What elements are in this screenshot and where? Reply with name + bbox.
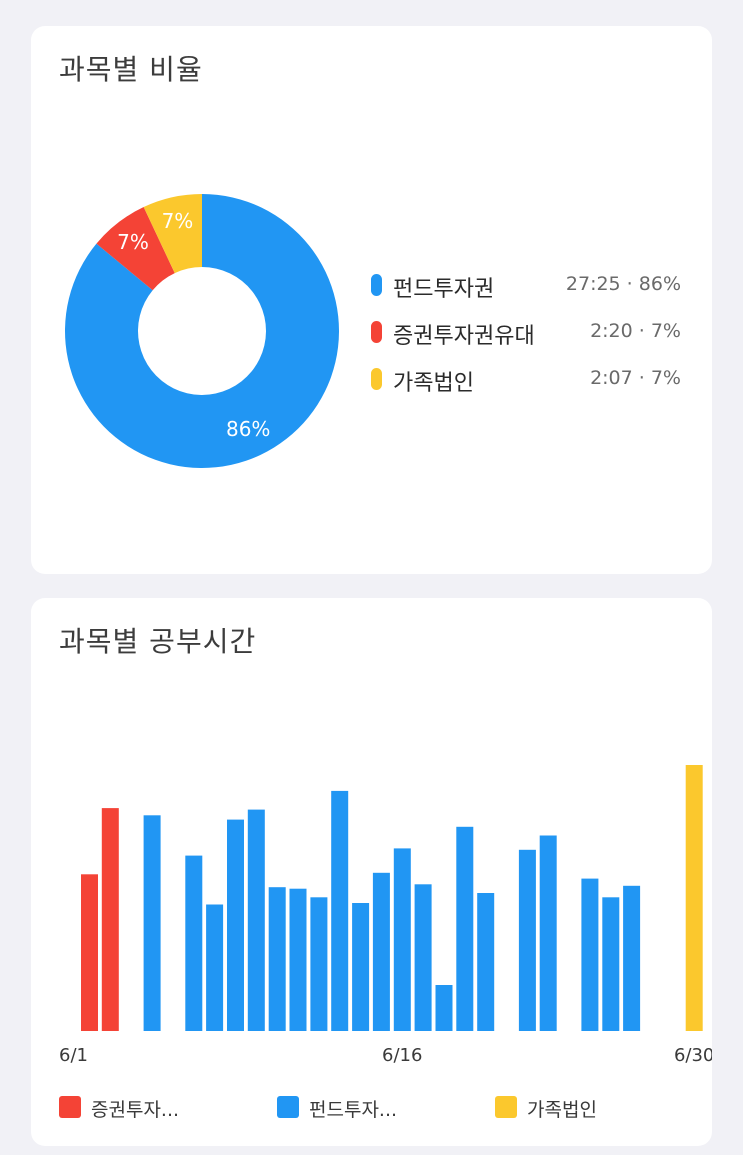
legend-swatch-icon xyxy=(495,1096,517,1118)
study-time-card-title: 과목별 공부시간 xyxy=(59,625,257,658)
slice-label: 7% xyxy=(117,230,149,254)
slice-label: 7% xyxy=(162,209,194,233)
legend-name: 펀드투자권 xyxy=(393,277,495,302)
bar xyxy=(101,808,119,1031)
bar xyxy=(435,985,453,1031)
bar xyxy=(185,855,203,1031)
legend-dot-icon xyxy=(371,274,382,296)
donut-slice xyxy=(64,194,339,468)
x-tick-label: 6/30 xyxy=(674,1045,712,1066)
legend-dot-icon xyxy=(371,368,382,390)
slice-label: 86% xyxy=(226,417,270,441)
legend-stat: 27:25 · 86% xyxy=(565,273,681,295)
bar xyxy=(539,835,557,1031)
legend-item-family-corp: 가족법인 2:07 · 7% xyxy=(371,362,681,396)
bar xyxy=(143,815,161,1031)
legend-stat: 2:07 · 7% xyxy=(590,367,681,389)
legend-swatch-icon xyxy=(277,1096,299,1118)
bar xyxy=(581,878,599,1031)
bar xyxy=(227,819,244,1031)
legend-name: 가족법인 xyxy=(393,371,474,396)
bar xyxy=(518,849,536,1031)
legend-item-fund: 펀드투자권 27:25 · 86% xyxy=(371,268,681,302)
x-tick-label: 6/1 xyxy=(59,1045,88,1066)
legend-dot-icon xyxy=(371,321,382,343)
donut-chart: 86% 7% 7% xyxy=(64,194,339,468)
bar xyxy=(331,790,349,1031)
bar-legend-label: 펀드투자... xyxy=(309,1099,398,1121)
legend-item-securities: 증권투자권유대 2:20 · 7% xyxy=(371,315,681,349)
legend-name: 증권투자권유대 xyxy=(393,324,535,349)
bar xyxy=(268,887,286,1031)
study-time-card: 과목별 공부시간 6/1 6/16 6/30 증권투자... 펀드투자... 가족법… xyxy=(31,598,712,1146)
ratio-card: 과목별 비율 86% 7% 7% 펀드투자권 27:25 · 86% 증권투자권유대… xyxy=(31,26,712,574)
bar-legend-label: 가족법인 xyxy=(527,1099,597,1121)
bar xyxy=(477,893,495,1031)
bar xyxy=(289,888,307,1031)
bar xyxy=(247,809,265,1031)
ratio-card-title: 과목별 비율 xyxy=(59,53,203,86)
bar xyxy=(456,826,474,1031)
bar xyxy=(206,904,224,1031)
bar xyxy=(623,885,641,1031)
bar xyxy=(310,897,328,1031)
bar xyxy=(372,872,390,1031)
bar xyxy=(81,874,98,1031)
bar xyxy=(414,884,432,1031)
donut-slice xyxy=(96,207,175,291)
donut-slice xyxy=(143,194,202,274)
bar xyxy=(352,903,370,1031)
bar xyxy=(393,848,411,1031)
bar xyxy=(685,765,703,1031)
legend-swatch-icon xyxy=(59,1096,81,1118)
bar xyxy=(602,897,620,1031)
bar-chart: 6/1 6/16 6/30 xyxy=(59,765,712,1066)
x-tick-label: 6/16 xyxy=(382,1045,422,1066)
legend-stat: 2:20 · 7% xyxy=(590,320,681,342)
bar-legend-label: 증권투자... xyxy=(91,1099,180,1121)
